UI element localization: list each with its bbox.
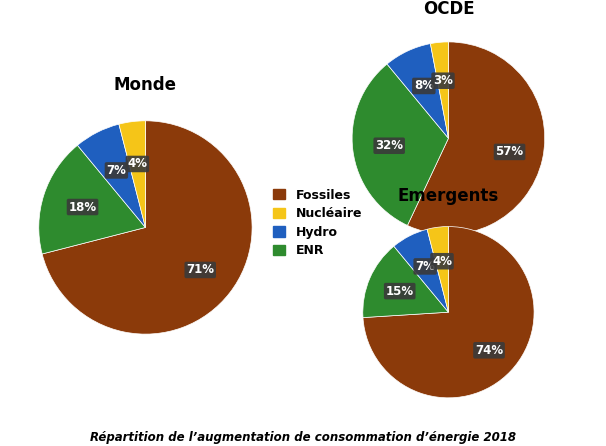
Wedge shape <box>394 229 448 312</box>
Wedge shape <box>42 121 252 334</box>
Text: 74%: 74% <box>475 344 503 357</box>
Wedge shape <box>352 64 448 225</box>
Wedge shape <box>363 227 534 398</box>
Wedge shape <box>78 124 145 227</box>
Legend: Fossiles, Nucléaire, Hydro, ENR: Fossiles, Nucléaire, Hydro, ENR <box>273 189 362 257</box>
Text: 57%: 57% <box>496 145 524 158</box>
Text: 18%: 18% <box>68 201 96 214</box>
Text: 4%: 4% <box>432 255 452 268</box>
Title: OCDE: OCDE <box>422 0 474 18</box>
Title: Monde: Monde <box>114 76 177 94</box>
Wedge shape <box>39 145 145 254</box>
Wedge shape <box>427 227 448 312</box>
Text: 7%: 7% <box>415 260 435 273</box>
Text: 3%: 3% <box>433 74 453 87</box>
Text: 4%: 4% <box>127 157 147 170</box>
Wedge shape <box>407 42 545 235</box>
Text: Répartition de l’augmentation de consommation d’énergie 2018: Répartition de l’augmentation de consomm… <box>90 431 516 444</box>
Wedge shape <box>430 42 448 138</box>
Text: 32%: 32% <box>375 139 403 152</box>
Text: 71%: 71% <box>186 264 214 277</box>
Wedge shape <box>119 121 145 227</box>
Text: 15%: 15% <box>385 285 414 297</box>
Title: Emergents: Emergents <box>398 187 499 205</box>
Text: 7%: 7% <box>107 164 126 177</box>
Text: 8%: 8% <box>414 79 434 92</box>
Wedge shape <box>387 44 448 138</box>
Wedge shape <box>363 246 448 318</box>
